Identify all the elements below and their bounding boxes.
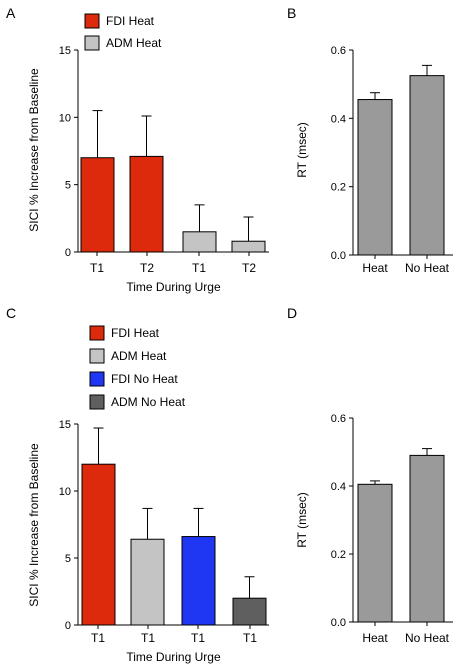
legend-label: FDI Heat [106, 14, 155, 28]
panel-letter: A [6, 5, 16, 21]
bar [181, 536, 216, 626]
y-tick-label: 5 [65, 553, 71, 565]
y-tick-label: 0.6 [331, 413, 346, 425]
legend-swatch [89, 371, 105, 387]
x-tick-label: T1 [243, 631, 257, 645]
x-axis-label: Time During Urge [126, 650, 221, 664]
legend-label: ADM Heat [111, 349, 167, 363]
bar [81, 463, 116, 626]
bar [231, 240, 266, 253]
y-axis-label: SICI % Increase from Baseline [27, 68, 41, 232]
x-tick-label: No Heat [405, 261, 450, 275]
x-tick-label: T1 [191, 631, 205, 645]
y-tick-label: 0 [65, 247, 71, 259]
x-tick-label: T1 [141, 631, 155, 645]
legend-label: ADM No Heat [111, 395, 186, 409]
x-tick-label: Heat [362, 631, 388, 645]
bar [130, 538, 165, 626]
y-axis-label: RT (msec) [295, 492, 309, 548]
x-tick-label: T2 [242, 261, 256, 275]
x-tick-label: T1 [91, 631, 105, 645]
bar [409, 454, 445, 623]
legend-swatch [84, 13, 100, 29]
y-tick-label: 0.4 [331, 113, 346, 125]
y-tick-label: 0.0 [331, 617, 346, 629]
y-tick-label: 10 [59, 112, 71, 124]
bar [232, 597, 267, 626]
legend-swatch [84, 35, 100, 51]
bar [357, 483, 393, 623]
panel-letter: C [6, 305, 16, 321]
y-tick-label: 0.2 [331, 549, 346, 561]
panel-letter: B [287, 5, 296, 21]
x-tick-label: T2 [140, 261, 154, 275]
y-tick-label: 10 [59, 486, 71, 498]
y-tick-label: 0 [65, 620, 71, 632]
bar [357, 99, 393, 256]
y-axis-label: RT (msec) [295, 122, 309, 178]
legend-swatch [89, 325, 105, 341]
bar [129, 155, 164, 253]
x-tick-label: T1 [90, 261, 104, 275]
panel-d: D 0.0 0.2 0.4 0.6 Heat No Heat RT (msec) [287, 305, 453, 645]
legend-label: ADM Heat [106, 36, 162, 50]
y-tick-label: 0.6 [331, 45, 346, 57]
bar [409, 75, 445, 256]
panel-c: C 0 5 10 15 T1 T1 T1 T1 Time During Urge SICI % In… [6, 305, 269, 664]
y-tick-label: 0.4 [331, 481, 346, 493]
panel-b: B 0.0 0.2 0.4 0.6 Heat No Heat RT (msec) [287, 5, 453, 275]
y-tick-label: 15 [59, 419, 71, 431]
y-tick-label: 5 [65, 180, 71, 192]
x-tick-label: No Heat [405, 631, 450, 645]
x-axis-label: Time During Urge [126, 280, 221, 294]
legend-label: FDI No Heat [111, 372, 178, 386]
x-tick-label: T1 [192, 261, 206, 275]
x-tick-label: Heat [362, 261, 388, 275]
y-tick-label: 15 [59, 45, 71, 57]
panel-letter: D [287, 305, 297, 321]
legend-swatch [89, 348, 105, 364]
panel-a: A 0 5 10 15 T1 T2 T1 T2 Time During Urge SICI % In… [6, 5, 269, 294]
bar [182, 231, 217, 253]
bar [80, 157, 115, 253]
legend-label: FDI Heat [111, 326, 160, 340]
legend-swatch [89, 394, 105, 410]
y-axis-label: SICI % Increase from Baseline [27, 443, 41, 607]
y-tick-label: 0.0 [331, 250, 346, 262]
y-tick-label: 0.2 [331, 182, 346, 194]
